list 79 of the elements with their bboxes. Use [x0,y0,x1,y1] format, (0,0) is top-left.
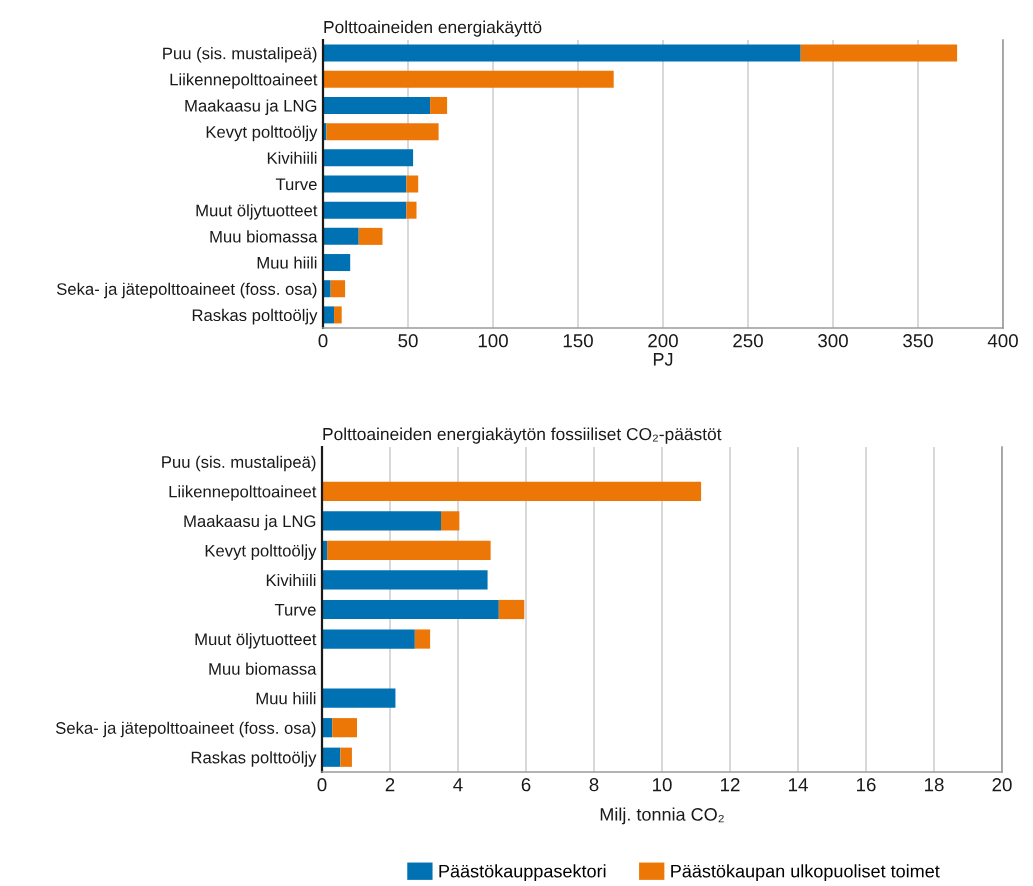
bar [358,227,383,245]
x-tick-label: 150 [563,334,593,348]
x-tick-label: 100 [478,334,508,348]
x-tick-label: 2 [385,778,395,792]
bar [323,306,335,324]
y-tick-label: Maakaasu ja LNG [184,514,316,531]
legend-label: Päästökaupan ulkopuoliset toimet [671,864,940,882]
x-tick-label: 250 [733,334,763,348]
x-tick-label: 0 [318,334,328,348]
x-tick-label: 8 [589,778,599,792]
x-axis-title: PJ [653,353,673,366]
y-tick-label: Turve [274,604,316,616]
y-tick-label: Maakaasu ja LNG [185,99,317,115]
y-tick-label: Raskas polttoöljy [192,308,318,325]
y-tick-label: Muut öljytuotteet [195,633,317,649]
bar [340,747,352,767]
y-tick-label: Seka- ja jätepolttoaineet (foss. osa) [56,282,317,299]
bar [323,227,359,245]
y-tick-label: Kevyt polttoöljy [206,125,318,142]
x-tick-label: 20 [992,778,1012,792]
y-tick-label: Liikennepolttoaineet [170,73,318,89]
x-tick-label: 4 [453,778,463,792]
chart-title: Polttoaineiden energiakäytön fossiiliset CO₂-päästöt [323,427,722,444]
bar [323,175,407,193]
bar [323,254,351,272]
y-tick-label: Seka- ja jätepolttoaineet (foss. osa) [55,721,316,738]
bar [323,201,407,219]
x-tick-label: 200 [648,334,678,348]
chart-title: Polttoaineiden energiakäyttö [324,20,542,37]
x-tick-label: 14 [789,778,808,792]
bar [322,599,499,620]
bar [327,540,491,561]
bar [330,280,346,298]
y-tick-label: Liikennepolttoaineet [169,485,317,501]
y-tick-label: Raskas polttoöljy [191,751,317,767]
legend-label: Päästökauppasektori [439,864,606,882]
bar [322,570,488,590]
bar [326,123,439,141]
bar [498,599,525,620]
bar [441,511,460,531]
bar [414,629,431,649]
y-tick-label: Kivihiili [267,151,317,164]
bar [323,96,431,114]
bar [322,629,415,649]
bar [323,70,614,88]
y-tick-label: Puu (sis. mustalipeä) [163,47,317,63]
x-axis-title: Milj. tonnia CO₂ [600,807,724,825]
x-tick-label: 10 [653,778,672,792]
x-tick-label: 350 [903,334,933,348]
y-tick-label: Kivihiili [266,573,316,586]
bar [322,688,396,708]
bar [800,44,958,62]
y-tick-label: Muu hiili [256,692,316,705]
bar [406,175,419,193]
y-tick-label: Puu (sis. mustalipeä) [162,455,316,472]
x-tick-label: 300 [818,334,848,348]
bar [323,44,801,62]
bar [322,481,702,501]
x-tick-label: 50 [398,334,418,348]
bar [332,718,358,738]
x-tick-label: 6 [521,778,531,792]
x-tick-label: 16 [857,778,876,792]
bar [430,96,448,114]
bar [323,280,331,298]
y-tick-label: Muu biomassa [209,662,317,675]
y-tick-label: Turve [275,178,317,191]
x-tick-label: 0 [317,778,327,792]
y-tick-label: Muu biomassa [210,230,318,243]
bar [406,201,417,219]
x-tick-label: 18 [925,778,944,792]
y-tick-label: Muut öljytuotteet [196,204,318,220]
x-tick-label: 400 [987,334,1018,348]
y-tick-label: Muu hiili [257,256,317,269]
y-tick-label: Kevyt polttoöljy [205,544,317,560]
bar [334,306,342,324]
bar [322,511,441,531]
x-tick-label: 12 [721,778,740,792]
bar [323,149,414,167]
bar [322,747,341,767]
